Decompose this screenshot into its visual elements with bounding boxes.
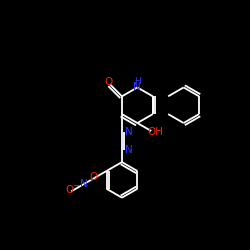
Text: O: O	[66, 185, 74, 195]
Text: N: N	[125, 127, 133, 137]
Text: OH: OH	[148, 127, 164, 137]
Text: N: N	[134, 82, 141, 92]
Text: H: H	[134, 77, 141, 86]
Text: O: O	[105, 77, 113, 87]
Text: N: N	[125, 145, 133, 155]
Text: O: O	[90, 172, 98, 181]
Text: N: N	[80, 179, 88, 189]
Text: −: −	[72, 181, 81, 191]
Text: +: +	[88, 175, 94, 184]
